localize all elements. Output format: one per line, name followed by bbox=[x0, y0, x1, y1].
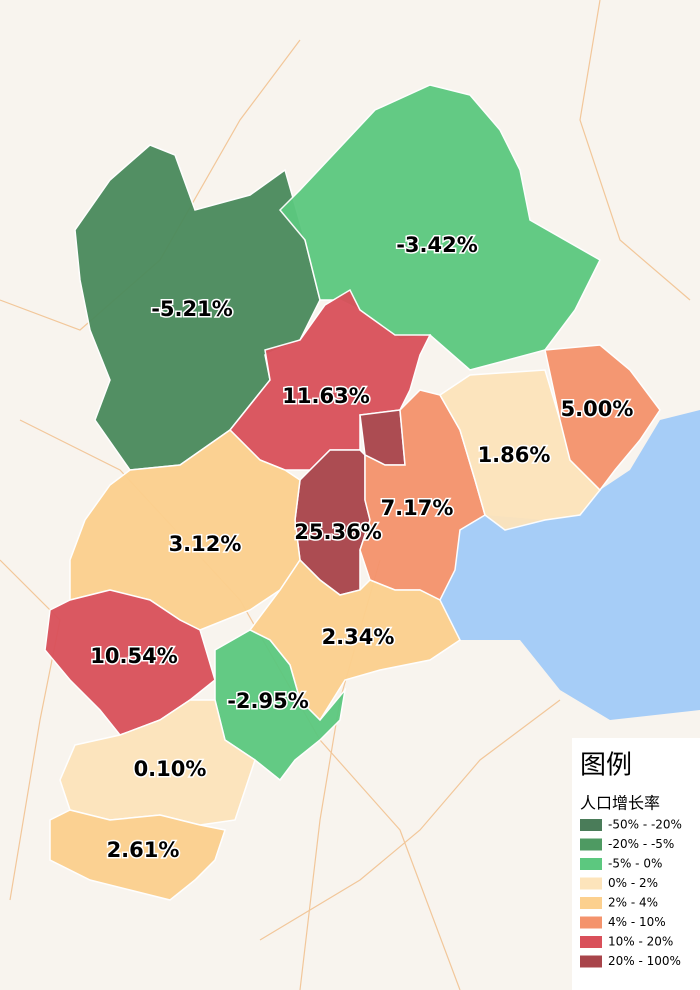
legend-swatch bbox=[580, 838, 602, 851]
region-label: 0.10% bbox=[134, 757, 207, 781]
legend-swatch bbox=[580, 916, 602, 929]
legend-subtitle: 人口增长率 bbox=[580, 794, 660, 813]
region bbox=[49, 809, 226, 901]
legend-swatch bbox=[580, 858, 602, 870]
legend-label: 2% - 4% bbox=[608, 896, 658, 910]
region bbox=[44, 589, 216, 736]
region bbox=[439, 369, 602, 531]
legend-label: 0% - 2% bbox=[608, 876, 658, 890]
region-labels: -5.21% -3.42% 11.63% 25.36% 7.17% 1.86% … bbox=[89, 232, 635, 864]
legend-label: 4% - 10% bbox=[608, 915, 666, 929]
region-label: 1.86% bbox=[478, 443, 551, 467]
region bbox=[544, 344, 661, 492]
region-label: 10.54% bbox=[90, 644, 177, 668]
region-label: 5.00% bbox=[561, 397, 634, 421]
legend-label: -50% - -20% bbox=[608, 818, 682, 832]
region-label: 25.36% bbox=[294, 520, 381, 544]
region-label: -3.42% bbox=[396, 233, 478, 257]
legend: 图例 人口增长率 -50% - -20% -20% - -5% -5% - 0% 0%… bbox=[572, 738, 700, 990]
region-label: 11.63% bbox=[282, 384, 369, 408]
legend-swatch bbox=[580, 955, 602, 968]
legend-label: -5% - 0% bbox=[608, 857, 662, 871]
legend-label: 10% - 20% bbox=[608, 935, 673, 949]
region-label: 7.17% bbox=[381, 496, 454, 520]
legend-swatch bbox=[580, 819, 602, 831]
region-label: 3.12% bbox=[169, 532, 242, 556]
region-label: 2.34% bbox=[322, 625, 395, 649]
legend-swatch bbox=[580, 936, 602, 948]
regions bbox=[44, 84, 661, 901]
legend-swatch bbox=[580, 877, 602, 890]
sea bbox=[440, 410, 700, 720]
region-label: 2.61% bbox=[107, 838, 180, 862]
region-label: -5.21% bbox=[151, 297, 233, 321]
legend-label: 20% - 100% bbox=[608, 954, 681, 968]
region-label: -2.95% bbox=[227, 689, 309, 713]
legend-title: 图例 bbox=[580, 751, 632, 781]
legend-swatch bbox=[580, 897, 602, 909]
legend-label: -20% - -5% bbox=[608, 837, 674, 851]
